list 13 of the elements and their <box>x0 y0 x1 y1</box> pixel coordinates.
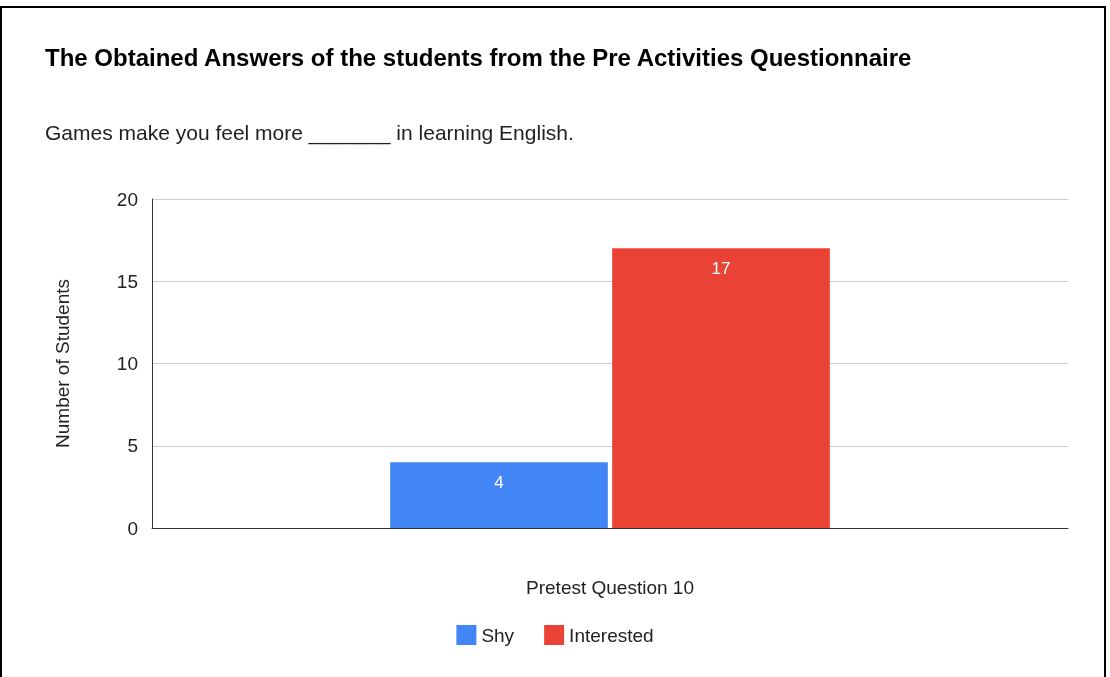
y-tick-label: 20 <box>116 188 138 210</box>
y-tick-label: 15 <box>116 270 138 292</box>
data-label: 17 <box>711 259 731 279</box>
y-tick-label: 0 <box>127 517 138 539</box>
y-axis-title: Number of Students <box>52 279 73 448</box>
y-tick-label: 5 <box>127 435 138 457</box>
chart-title: The Obtained Answers of the students from the Pre Activities Questionnaire <box>45 43 913 73</box>
legend-label: Shy <box>481 624 515 646</box>
chart-subtitle: Games make you feel more _______ in learning English. <box>45 121 574 145</box>
y-tick-label: 10 <box>116 353 138 374</box>
legend-label: Interested <box>569 624 654 646</box>
data-label: 4 <box>494 473 504 493</box>
x-axis-title: Pretest Question 10 <box>526 577 694 598</box>
